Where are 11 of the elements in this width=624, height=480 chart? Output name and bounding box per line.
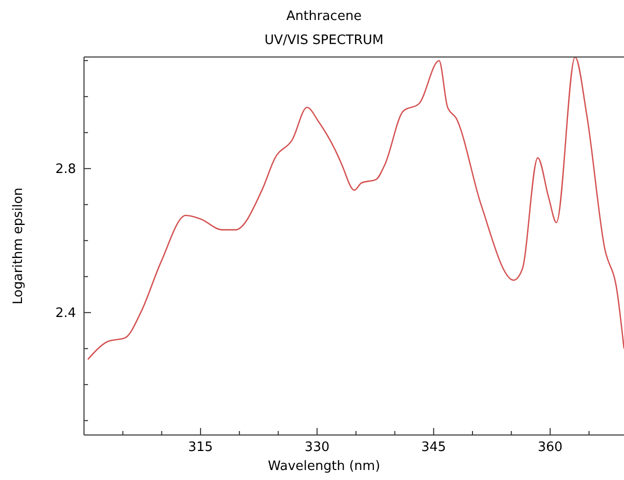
y-tick-label: 2.8 (55, 162, 76, 178)
chart-subtitle: UV/VIS SPECTRUM (264, 33, 384, 48)
x-tick-label: 315 (188, 440, 213, 455)
x-tick-label: 345 (421, 440, 446, 455)
x-tick-label: 330 (304, 440, 330, 455)
x-tick-label: 360 (538, 440, 563, 455)
chart-title: Anthracene (286, 9, 362, 24)
x-axis-title: Wavelength (nm) (268, 459, 380, 474)
line-series (87, 56, 624, 360)
y-tick-label: 2.4 (55, 306, 76, 322)
y-axis-title: Logarithm epsilon (11, 188, 26, 304)
